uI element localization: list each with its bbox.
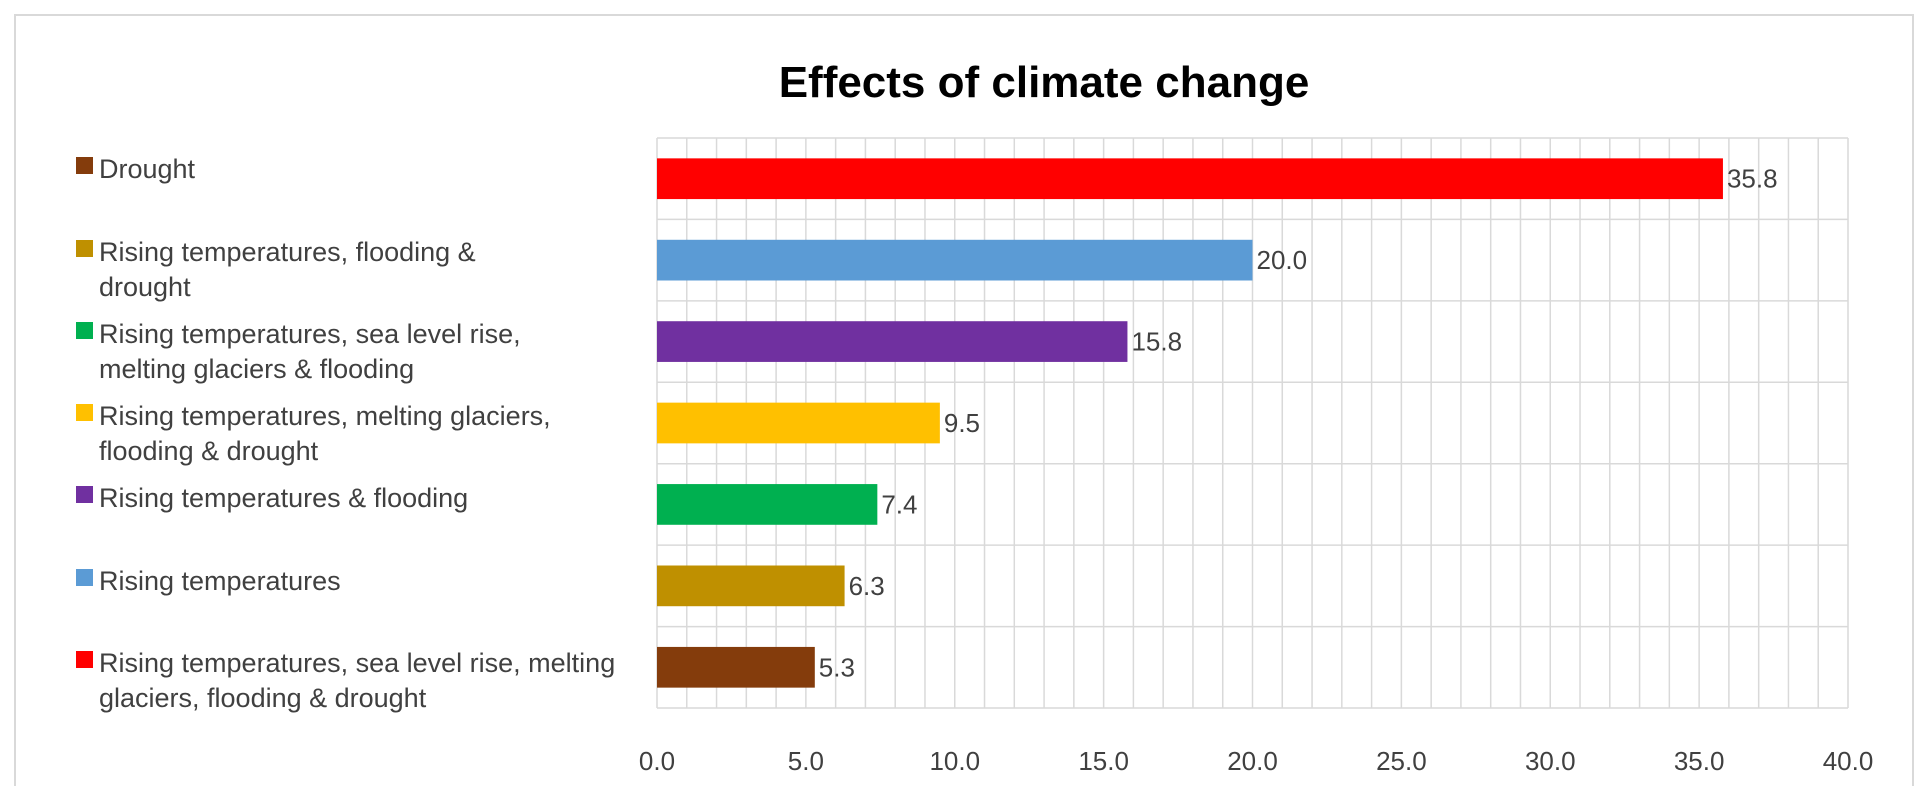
- legend-swatch: [76, 569, 93, 586]
- legend-item: Rising temperatures, flooding & drought: [76, 235, 546, 305]
- legend-item: Rising temperatures, sea level rise, mel…: [76, 646, 616, 716]
- x-tick-label: 20.0: [1227, 746, 1278, 776]
- data-label: 15.8: [1131, 327, 1182, 357]
- x-tick-label: 35.0: [1674, 746, 1725, 776]
- data-label: 20.0: [1257, 245, 1308, 275]
- bar: [657, 402, 940, 444]
- chart-title: Effects of climate change: [778, 58, 1310, 107]
- legend-swatch: [76, 486, 93, 503]
- data-label: 7.4: [881, 489, 917, 519]
- x-tick-label: 10.0: [929, 746, 980, 776]
- legend-label: Rising temperatures & flooding: [99, 483, 469, 513]
- bar-layer: [657, 158, 1723, 688]
- legend: Drought Rising temperatures, flooding & …: [76, 152, 656, 792]
- bar: [657, 158, 1723, 200]
- legend-label: Rising temperatures: [99, 566, 341, 596]
- x-tick-label: 40.0: [1823, 746, 1874, 776]
- bar: [657, 239, 1253, 281]
- legend-swatch: [76, 404, 93, 421]
- bar: [657, 565, 845, 607]
- legend-swatch: [76, 157, 93, 174]
- bar: [657, 646, 815, 688]
- legend-swatch: [76, 322, 93, 339]
- data-label: 35.8: [1727, 164, 1778, 194]
- legend-item: Rising temperatures, melting glaciers, f…: [76, 399, 646, 469]
- legend-swatch: [76, 651, 93, 668]
- legend-swatch: [76, 240, 93, 257]
- label-layer: 35.8 20.0 15.8 9.5 7.4 6.3 5.3: [819, 164, 1778, 683]
- legend-label: Drought: [99, 154, 196, 184]
- data-label: 6.3: [849, 571, 885, 601]
- legend-item: Rising temperatures & flooding: [76, 481, 656, 516]
- bar: [657, 484, 878, 525]
- legend-item: Rising temperatures, sea level rise, mel…: [76, 317, 576, 387]
- x-tick-label: 0.0: [639, 746, 675, 776]
- legend-item: Rising temperatures: [76, 564, 656, 599]
- legend-label: Rising temperatures, sea level rise, mel…: [99, 319, 521, 384]
- tick-layer: 0.0 5.0 10.0 15.0 20.0 25.0 30.0 35.0 40.0: [639, 746, 1873, 776]
- x-tick-label: 5.0: [788, 746, 824, 776]
- data-label: 5.3: [819, 652, 855, 682]
- legend-item: Drought: [76, 152, 656, 187]
- x-tick-label: 25.0: [1376, 746, 1427, 776]
- data-label: 9.5: [944, 408, 980, 438]
- legend-label: Rising temperatures, sea level rise, mel…: [99, 648, 616, 713]
- legend-label: Rising temperatures, flooding & drought: [99, 237, 476, 302]
- legend-label: Rising temperatures, melting glaciers, f…: [99, 401, 551, 466]
- x-tick-label: 15.0: [1078, 746, 1129, 776]
- x-tick-label: 30.0: [1525, 746, 1576, 776]
- bar: [657, 321, 1128, 362]
- chart-frame: Effects of climate change Drought Rising…: [14, 14, 1914, 786]
